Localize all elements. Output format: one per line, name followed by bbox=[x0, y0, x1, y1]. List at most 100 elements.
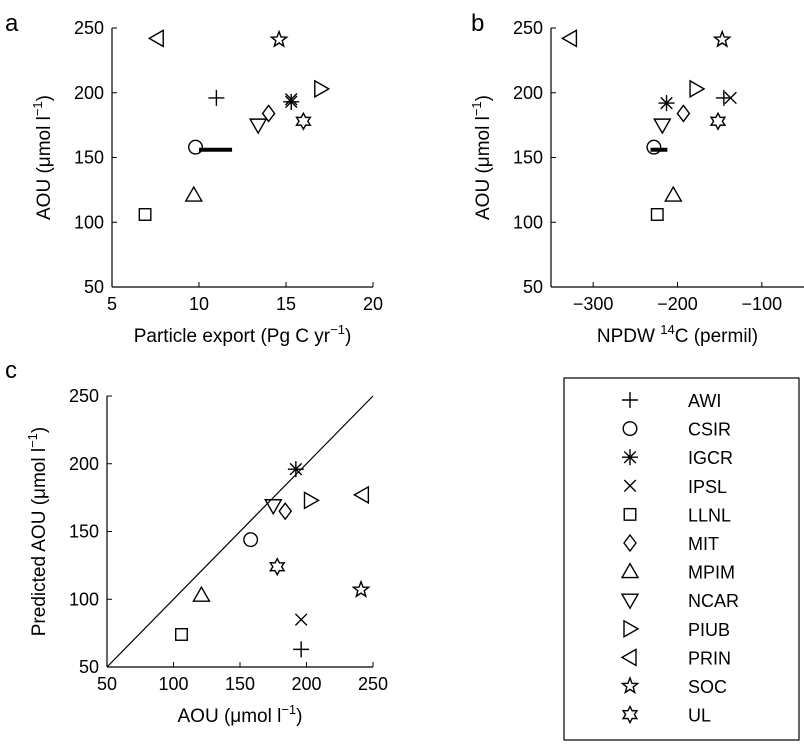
y-tick-label: 50 bbox=[84, 277, 104, 297]
y-tick-label: 150 bbox=[69, 522, 99, 542]
legend-marker-triangle-up bbox=[620, 562, 640, 579]
x-axis-label: AOU (μmol l−1) bbox=[178, 702, 303, 727]
x-tick-label: 15 bbox=[276, 294, 296, 314]
y-axis-label: Predicted AOU (μmol l−1) bbox=[25, 427, 50, 637]
legend-marker-square bbox=[623, 507, 637, 521]
panel-b: b −300 −200 −100 50 100 150 200 250 NPDW 14C (per… bbox=[469, 10, 804, 347]
point-cross bbox=[294, 613, 308, 626]
legend-marker-star5 bbox=[620, 676, 640, 695]
point-triangle-right bbox=[689, 79, 706, 99]
point-diamond bbox=[261, 104, 276, 123]
legend-box bbox=[563, 377, 800, 741]
point-star5 bbox=[712, 29, 732, 48]
legend-label: LLNL bbox=[688, 505, 731, 525]
point-circle bbox=[188, 139, 204, 155]
point-asterisk bbox=[287, 461, 304, 478]
legend-label: MIT bbox=[688, 534, 719, 554]
point-asterisk bbox=[283, 93, 300, 110]
x-tick-label: −100 bbox=[742, 294, 783, 314]
legend-marker-cross bbox=[623, 479, 637, 493]
point-triangle-left bbox=[560, 29, 578, 48]
point-square bbox=[175, 628, 188, 641]
point-asterisk bbox=[658, 95, 675, 112]
legend-marker-triangle-down bbox=[620, 593, 640, 610]
y-tick-label: 250 bbox=[69, 386, 99, 406]
point-circle bbox=[646, 139, 662, 155]
x-tick-label: 5 bbox=[107, 294, 117, 314]
legend-label: SOC bbox=[688, 677, 727, 697]
point-star6 bbox=[709, 111, 727, 131]
y-axis-label: AOU (μmol l−1) bbox=[469, 95, 494, 220]
point-triangle-left bbox=[147, 29, 164, 48]
y-tick-label: 100 bbox=[74, 212, 104, 232]
legend-label: IGCR bbox=[688, 448, 733, 468]
legend-marker-triangle-right bbox=[623, 619, 640, 639]
y-tick-label: 200 bbox=[513, 83, 543, 103]
x-tick-label: 10 bbox=[189, 294, 209, 314]
y-tick-label: 50 bbox=[79, 657, 99, 677]
point-cross bbox=[724, 91, 737, 105]
legend-marker-plus bbox=[622, 392, 638, 408]
point-cross bbox=[284, 92, 298, 106]
x-tick-label: 150 bbox=[225, 674, 255, 694]
point-triangle-up bbox=[184, 185, 203, 202]
x-tick-label: 200 bbox=[291, 674, 321, 694]
y-tick-label: 150 bbox=[74, 148, 104, 168]
point-triangle-right bbox=[303, 491, 320, 510]
y-tick-label: 250 bbox=[513, 18, 543, 38]
x-tick-label: −200 bbox=[657, 294, 698, 314]
legend-marker-circle bbox=[622, 421, 638, 437]
y-tick-label: 200 bbox=[69, 454, 99, 474]
point-star6 bbox=[269, 557, 286, 577]
one-to-one-line bbox=[106, 395, 374, 668]
panel-a: a 5 10 15 20 50 100 150 200 250 Particle export (P… bbox=[5, 10, 383, 347]
point-triangle-up bbox=[192, 585, 211, 602]
point-triangle-down bbox=[653, 118, 672, 135]
point-plus bbox=[715, 89, 732, 106]
point-square bbox=[138, 208, 152, 221]
point-diamond bbox=[676, 104, 691, 123]
point-plus bbox=[208, 89, 225, 106]
point-plus bbox=[293, 641, 310, 658]
legend-marker-triangle-left bbox=[620, 648, 637, 667]
legend-marker-diamond bbox=[623, 533, 637, 553]
y-tick-label: 100 bbox=[69, 589, 99, 609]
point-triangle-down bbox=[264, 499, 283, 516]
point-square bbox=[650, 208, 664, 221]
point-triangle-right bbox=[314, 79, 331, 99]
x-tick-label: 250 bbox=[358, 674, 388, 694]
legend-label: MPIM bbox=[688, 563, 735, 583]
panel-letter-a: a bbox=[5, 10, 19, 37]
point-star5 bbox=[269, 29, 289, 48]
point-star5 bbox=[351, 579, 371, 598]
x-tick-label: 100 bbox=[158, 674, 188, 694]
point-triangle-left bbox=[352, 485, 370, 505]
point-circle bbox=[243, 532, 259, 548]
x-tick-label: 50 bbox=[97, 674, 117, 694]
y-tick-label: 250 bbox=[74, 18, 104, 38]
x-axis-label: Particle export (Pg C yr−1) bbox=[134, 322, 352, 347]
point-star6 bbox=[295, 111, 312, 131]
point-triangle-down bbox=[248, 118, 268, 135]
legend-label: UL bbox=[688, 706, 711, 726]
y-tick-label: 100 bbox=[513, 212, 543, 232]
point-triangle-up bbox=[664, 185, 683, 202]
x-tick-label: 20 bbox=[363, 294, 383, 314]
legend-label: NCAR bbox=[688, 591, 739, 611]
legend: AWI CSIR IGCR IPSL LLNL MIT MPIM NCAR PIUB PRIN SO… bbox=[563, 377, 800, 741]
y-tick-label: 200 bbox=[74, 83, 104, 103]
panel-letter-c: c bbox=[5, 357, 17, 384]
y-axis-label: AOU (μmol l−1) bbox=[30, 95, 55, 220]
legend-marker-asterisk bbox=[622, 449, 638, 466]
point-diamond bbox=[278, 502, 293, 521]
legend-label: CSIR bbox=[688, 420, 731, 440]
panel-letter-b: b bbox=[471, 10, 484, 37]
legend-marker-star6 bbox=[621, 705, 639, 725]
x-tick-label: −300 bbox=[573, 294, 614, 314]
legend-label: PRIN bbox=[688, 648, 731, 668]
legend-label: IPSL bbox=[688, 477, 727, 497]
panel-c: c 50 100 150 200 250 50 100 150 200 250 AOU (μmol l… bbox=[5, 357, 388, 727]
legend-label: PIUB bbox=[688, 620, 730, 640]
y-tick-label: 150 bbox=[513, 148, 543, 168]
